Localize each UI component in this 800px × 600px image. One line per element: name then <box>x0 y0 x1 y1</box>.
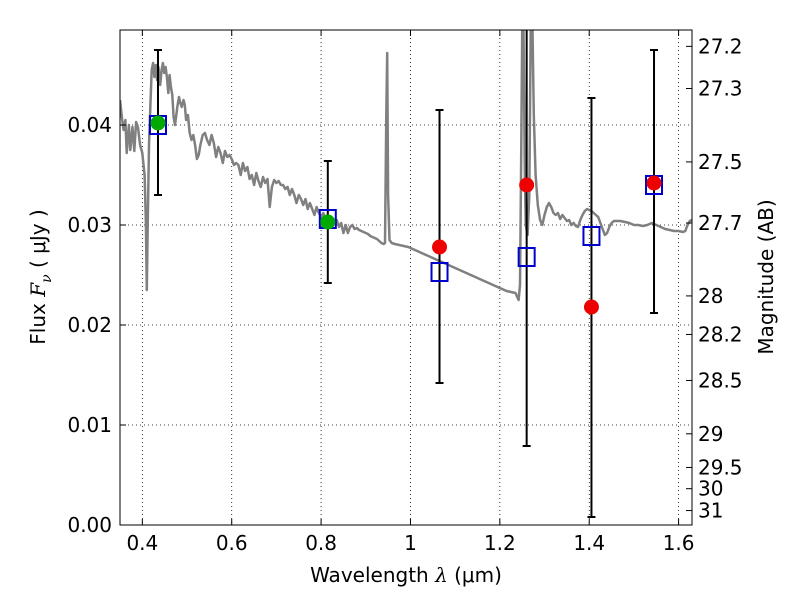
x-axis-label: Wavelength λ (μm) <box>310 563 502 587</box>
axes: 0.4 0.6 0.8 1 1.2 1.4 1.6 0.00 0.01 0.02 0.03 0.04 2… <box>67 30 743 555</box>
y-axis-label-symbol: F <box>26 282 50 298</box>
x-axis-label-prefix: Wavelength <box>310 563 435 587</box>
mag-tick-label: 27.7 <box>698 211 743 235</box>
grid <box>120 30 692 526</box>
y2-axis-label: Magnitude (AB) <box>754 199 778 354</box>
mag-tick-label: 28 <box>698 284 723 308</box>
x-tick-label: 1 <box>404 531 417 555</box>
model-square-marker <box>582 226 601 246</box>
y-tick-label: 0.01 <box>67 413 112 437</box>
mag-tick-label: 27.3 <box>698 76 743 100</box>
mag-tick-label: 31 <box>698 499 723 523</box>
mag-tick-label: 28.5 <box>698 368 743 392</box>
y-axis-label-sub: ν <box>39 274 55 283</box>
error-bars <box>148 30 664 518</box>
y-tick-label: 0.02 <box>67 313 112 337</box>
upper-limit-circle-marker <box>583 299 599 315</box>
data-layer <box>120 30 692 302</box>
y-tick-label: 0.04 <box>67 113 112 137</box>
y-axis-label-units: ( μJy ) <box>26 209 50 274</box>
y-tick-label: 0.00 <box>67 513 112 537</box>
x-tick-label: 1.2 <box>484 531 516 555</box>
mag-tick-label: 29.5 <box>698 455 743 479</box>
plot-frame <box>119 29 693 526</box>
mag-tick-label: 27.2 <box>698 34 743 58</box>
x-axis-label-symbol: λ <box>434 563 448 587</box>
x-tick-label: 0.8 <box>305 531 337 555</box>
mag-tick-label: 28.2 <box>698 322 743 346</box>
upper-limit-circle-marker <box>646 175 662 191</box>
model-square-marker <box>517 247 536 267</box>
x-tick-label: 0.6 <box>216 531 248 555</box>
model-spectrum-line <box>120 30 692 302</box>
y-axis-label: Flux Fν ( μJy ) <box>26 209 55 344</box>
model-square-marker <box>430 262 449 282</box>
x-tick-label: 1.4 <box>573 531 605 555</box>
y-axis-label-prefix: Flux <box>26 297 50 345</box>
mag-tick-label: 30 <box>698 477 723 501</box>
mag-tick-label: 27.5 <box>698 150 743 174</box>
x-axis-label-units: (μm) <box>448 563 502 587</box>
x-tick-label: 1.6 <box>663 531 695 555</box>
x-tick-label: 0.4 <box>126 531 158 555</box>
upper-limit-circle-marker <box>432 239 448 255</box>
mag-tick-label: 29 <box>698 422 723 446</box>
detection-circle-marker <box>150 115 166 131</box>
upper-limit-circle-marker <box>519 177 535 193</box>
detection-circle-marker <box>320 214 336 230</box>
y-tick-label: 0.03 <box>67 213 112 237</box>
